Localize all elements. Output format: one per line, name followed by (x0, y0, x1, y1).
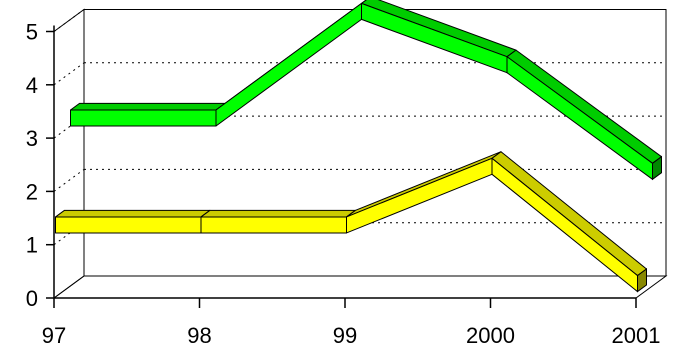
chart-walls (52, 8, 668, 299)
ribbon-segment (55, 216, 202, 234)
series-1 (70, 0, 662, 181)
ribbon-end-cap (652, 155, 662, 181)
y-tick-label: 0 (26, 286, 38, 311)
ribbon-top (55, 209, 211, 218)
x-tick-label: 2000 (466, 323, 515, 348)
ribbon-top (491, 151, 647, 277)
y-tick-label: 5 (26, 20, 38, 45)
ribbon-top (70, 102, 226, 111)
ribbon-segment (215, 2, 362, 127)
gridline-side (53, 168, 85, 192)
x-tick-label: 2001 (612, 323, 661, 348)
ribbon-segment (70, 109, 217, 127)
y-tick-label: 4 (26, 73, 38, 98)
ribbon-segment (346, 157, 493, 234)
ribbon-segment (506, 56, 653, 180)
axes (46, 25, 637, 308)
gridline-side (53, 9, 85, 32)
x-tick-label: 97 (42, 323, 66, 348)
ribbon-top (200, 209, 356, 218)
x-tick-label: 99 (333, 323, 357, 348)
floor (52, 275, 668, 299)
x-tick-label: 98 (187, 323, 211, 348)
tick-labels: 0 1 2 3 4 5 97 98 99 2000 2001 (26, 20, 661, 349)
ribbon-end-cap (637, 267, 647, 293)
series-layer (55, 0, 662, 293)
series-2 (55, 151, 647, 293)
ribbon-segment (491, 157, 638, 293)
y-tick-label: 1 (26, 233, 38, 258)
ribbon-top (506, 49, 662, 164)
gridline-side (53, 62, 85, 86)
y-tick-label: 3 (26, 126, 38, 151)
ribbon-segment (200, 216, 347, 234)
y-tick-label: 2 (26, 179, 38, 204)
ribbon-segment (361, 2, 508, 74)
left-wall (53, 8, 85, 299)
